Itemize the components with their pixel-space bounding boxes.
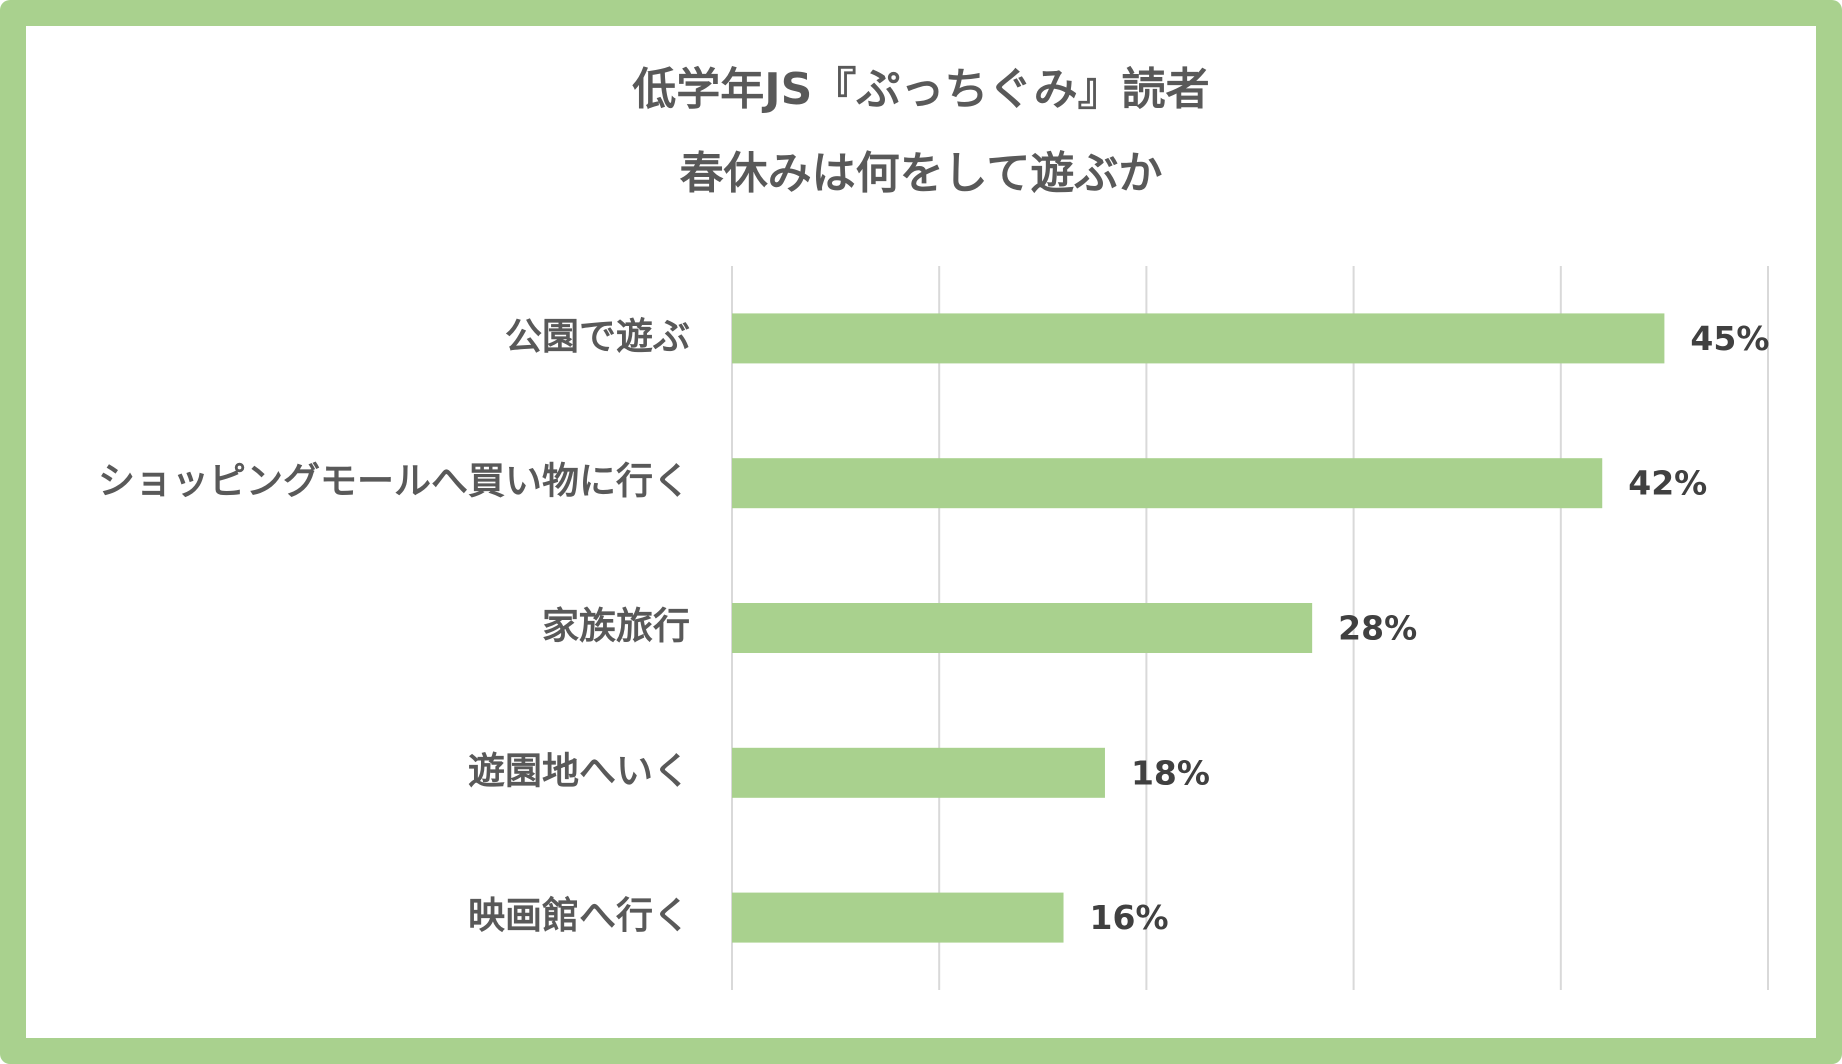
- category-label-0: 公園で遊ぶ: [505, 315, 690, 358]
- category-label-2: 家族旅行: [542, 605, 690, 648]
- category-label-4: 映画館へ行く: [468, 894, 690, 937]
- bar-0: [732, 313, 1665, 364]
- category-label-1: ショッピングモールへ買い物に行く: [98, 460, 690, 503]
- value-label-3: 18%: [1131, 753, 1210, 792]
- bar-4: [732, 892, 1064, 943]
- value-label-1: 42%: [1628, 464, 1707, 503]
- bar-1: [732, 458, 1603, 509]
- category-label-3: 遊園地へいく: [468, 749, 690, 792]
- value-label-4: 16%: [1090, 898, 1169, 937]
- value-label-0: 45%: [1690, 319, 1769, 358]
- chart-title-line-1: 低学年JS『ぷっちぐみ』読者: [632, 64, 1210, 115]
- chart-title-line-2: 春休みは何をして遊ぶか: [679, 148, 1163, 199]
- value-label-2: 28%: [1338, 609, 1417, 648]
- bar-2: [732, 603, 1313, 653]
- bar-3: [732, 747, 1105, 798]
